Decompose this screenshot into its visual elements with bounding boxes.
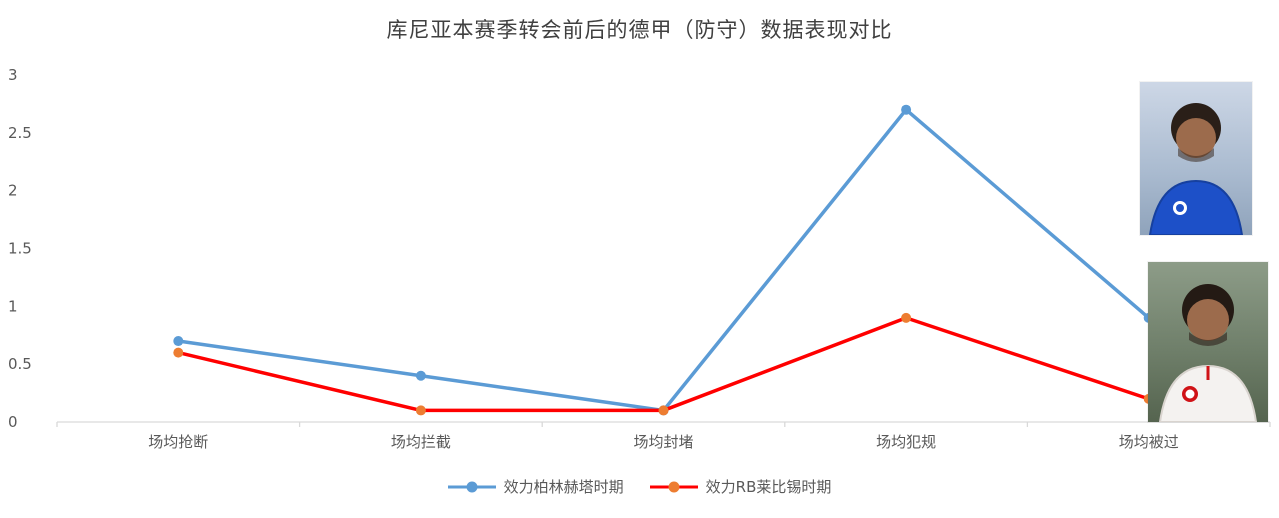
y-tick-label: 1 xyxy=(8,297,18,315)
y-tick-label: 0.5 xyxy=(8,355,32,373)
legend-label: 效力RB莱比锡时期 xyxy=(705,478,832,496)
data-point-marker xyxy=(658,405,669,416)
y-tick-label: 0 xyxy=(8,413,18,431)
data-point-marker xyxy=(173,347,184,358)
series-line xyxy=(176,107,1151,413)
x-category-label: 场均抢断 xyxy=(148,433,208,451)
series-line xyxy=(176,316,1151,413)
data-point-marker xyxy=(901,104,912,115)
legend-label: 效力柏林赫塔时期 xyxy=(503,478,624,496)
legend-marker-icon xyxy=(649,481,698,492)
data-point-marker xyxy=(901,312,912,323)
x-category-label: 场均犯规 xyxy=(876,433,936,451)
data-point-marker xyxy=(415,370,426,381)
leipzig-player-photo xyxy=(1148,262,1268,422)
legend-item: 效力RB莱比锡时期 xyxy=(649,476,832,497)
x-category-label: 场均被过 xyxy=(1119,433,1179,451)
leipzig-player-silhouette-icon xyxy=(1148,262,1268,422)
y-tick-label: 2.5 xyxy=(8,124,32,142)
x-category-label: 场均封堵 xyxy=(633,433,693,451)
data-point-marker xyxy=(415,405,426,416)
x-category-label: 场均拦截 xyxy=(391,433,451,451)
legend-item: 效力柏林赫塔时期 xyxy=(447,476,624,497)
chart-title: 库尼亚本赛季转会前后的德甲（防守）数据表现对比 xyxy=(386,18,893,42)
hertha-player-photo xyxy=(1140,82,1252,235)
legend-marker-icon xyxy=(447,481,496,492)
y-tick-label: 2 xyxy=(8,182,18,200)
hertha-player-silhouette-icon xyxy=(1140,82,1252,235)
chart-legend: 效力柏林赫塔时期 效力RB莱比锡时期 xyxy=(0,476,1279,497)
data-point-marker xyxy=(173,336,184,347)
y-tick-label: 3 xyxy=(8,66,18,84)
y-tick-label: 1.5 xyxy=(8,240,32,258)
